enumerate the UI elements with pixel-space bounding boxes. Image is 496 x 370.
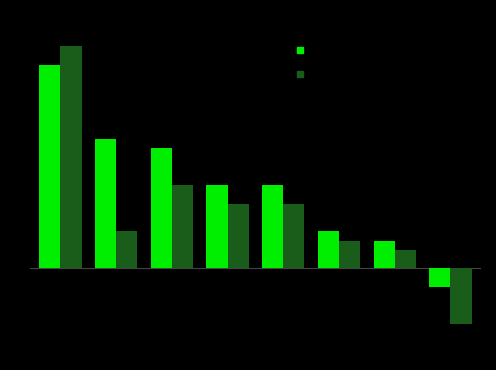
Bar <box>262 185 283 268</box>
Bar <box>116 231 137 268</box>
Bar <box>172 185 193 268</box>
Bar <box>450 268 472 324</box>
Bar <box>430 268 450 287</box>
Bar <box>318 231 339 268</box>
Bar <box>373 240 395 268</box>
Bar <box>395 250 416 268</box>
Bar <box>61 46 81 268</box>
Bar <box>206 185 228 268</box>
Bar <box>283 204 305 268</box>
Bar <box>228 204 249 268</box>
Bar <box>95 139 116 268</box>
Bar <box>151 148 172 268</box>
Bar <box>39 65 61 268</box>
Bar <box>339 240 360 268</box>
